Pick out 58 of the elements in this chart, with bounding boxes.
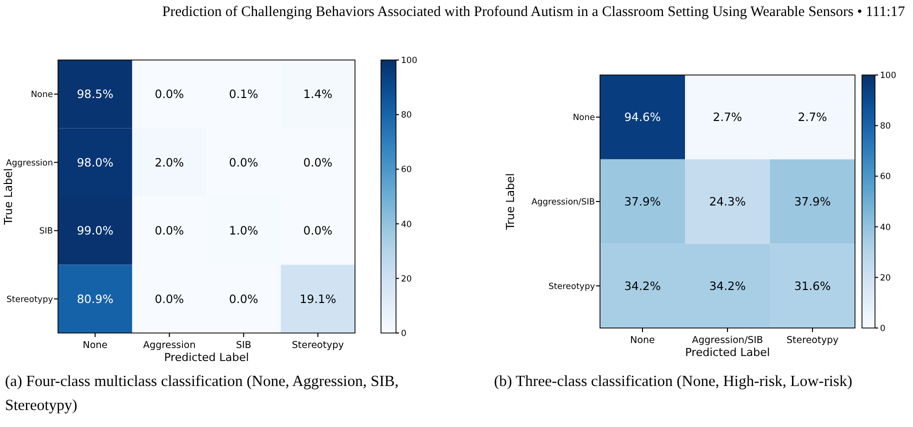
color-bar-label: 40 [401,220,412,230]
y-tick-label: Stereotypy [548,282,595,292]
color-bar-label: 60 [880,172,891,182]
data-label: 1.4% [303,87,333,102]
y-tick-label: Aggression [6,158,53,168]
y-tick-label: Aggression/SIB [531,197,596,208]
data-label: 19.1% [300,292,336,306]
x-tick-label: None [82,340,108,351]
data-label: 0.0% [154,292,184,306]
data-label: 2.0% [154,155,184,170]
data-label: 98.5% [76,87,114,102]
data-label: 94.6% [624,110,661,124]
data-label: 99.0% [76,224,114,238]
data-label: 0.0% [229,292,258,306]
color-bar-label: 0 [401,328,406,339]
y-tick-label: None [30,90,53,100]
x-tick-label: SIB [236,340,252,351]
data-label: 24.3% [709,194,746,209]
data-label: 0.1% [229,87,258,102]
color-bar-label: 20 [880,273,891,284]
data-label: 1.0% [229,224,258,238]
x-tick-label: Aggression [143,340,196,351]
text: (a) Four-class multiclass classification (None, Aggression, SIB, Stereotypy) [5,373,399,414]
data-label: 34.2% [624,278,661,293]
color-bar-label: 20 [401,274,412,284]
color-bar-label: 40 [880,222,891,233]
x-axis-title: Predicted Label [164,351,249,364]
data-label: 37.9% [794,194,831,209]
data-label: 0.0% [229,155,258,170]
color-bar-label: 0 [880,324,886,334]
color-bar-label: 80 [880,122,891,132]
color-bar-label: 100 [401,56,418,66]
data-label: 98.0% [76,155,114,170]
data-label: 0.0% [303,155,333,170]
x-tick-label: Stereotypy [292,340,344,351]
y-tick-label: Stereotypy [6,294,53,305]
x-axis-title: Predicted Label [685,346,770,359]
data-label: 0.0% [154,224,184,238]
color-bar-label: 100 [880,70,896,81]
text: Prediction of Challenging Behaviors Associated with Profound Autism in a Classroom Setting Using Wearable Sensors • 111:17 [162,4,905,20]
color-bar-label: 60 [401,165,412,176]
data-label: 37.9% [624,194,661,209]
data-label: 80.9% [76,292,114,306]
text: (b) Three-class classification (None, High-risk, Low-risk) [494,373,852,390]
data-label: 2.7% [798,110,828,124]
y-axis-title: True Label [504,173,517,231]
data-label: 31.6% [794,278,831,293]
data-label: 0.0% [154,87,184,102]
data-label: 0.0% [303,224,333,238]
x-tick-label: Stereotypy [786,335,839,346]
data-label: 34.2% [709,278,746,293]
data-label: 2.7% [712,110,742,124]
x-tick-label: Aggression/SIB [692,335,764,346]
x-tick-label: None [630,335,656,346]
y-tick-label: SIB [39,226,54,237]
y-axis-title: True Label [2,168,15,226]
color-bar-label: 80 [401,110,412,121]
y-tick-label: None [572,113,595,124]
